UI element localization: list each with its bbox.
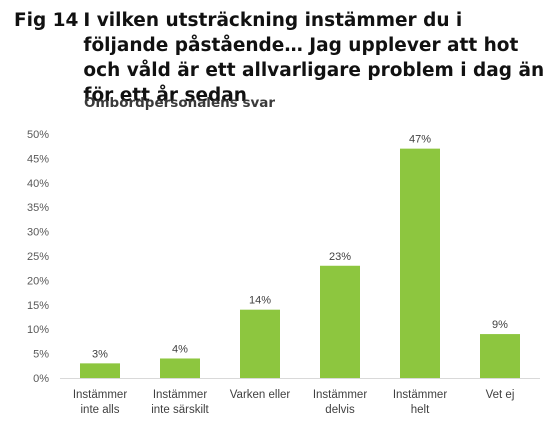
data-label: 47% [409, 134, 431, 146]
bar [320, 265, 360, 378]
bar [80, 363, 120, 378]
y-tick-label: 10% [27, 324, 49, 336]
x-category-label: Instämmer helt [393, 389, 447, 416]
figure-title: Fig 14 I vilken utsträckning instämmer d… [14, 8, 550, 108]
y-tick-label: 50% [27, 129, 49, 141]
data-label: 14% [249, 295, 271, 307]
data-label: 4% [172, 343, 188, 355]
bar [160, 358, 200, 378]
x-category-label: Vet ej [486, 389, 515, 401]
bar [480, 334, 520, 378]
y-tick-label: 0% [33, 373, 49, 385]
y-tick-label: 15% [27, 300, 49, 312]
data-label: 3% [92, 348, 108, 360]
bar [240, 309, 280, 378]
y-tick-label: 5% [33, 349, 49, 361]
y-tick-label: 25% [27, 251, 49, 263]
x-category-label: Instämmer delvis [313, 389, 367, 416]
y-tick-label: 30% [27, 227, 49, 239]
x-category-label: Varken eller [230, 389, 291, 401]
y-tick-label: 35% [27, 202, 49, 214]
chart-subtitle: Ombordpersonalens svar [84, 95, 276, 111]
bar [400, 148, 440, 378]
x-category-label: Instämmer inte alls [73, 389, 127, 416]
data-label: 9% [492, 319, 508, 331]
x-category-label: Instämmer inte särskilt [151, 389, 209, 416]
data-label: 23% [329, 251, 351, 263]
y-tick-label: 40% [27, 178, 49, 190]
figure-title-text: I vilken utsträckning instämmer du i föl… [83, 10, 545, 106]
y-tick-label: 45% [27, 153, 49, 165]
figure-number: Fig 14 [14, 10, 79, 31]
y-tick-label: 20% [27, 275, 49, 287]
